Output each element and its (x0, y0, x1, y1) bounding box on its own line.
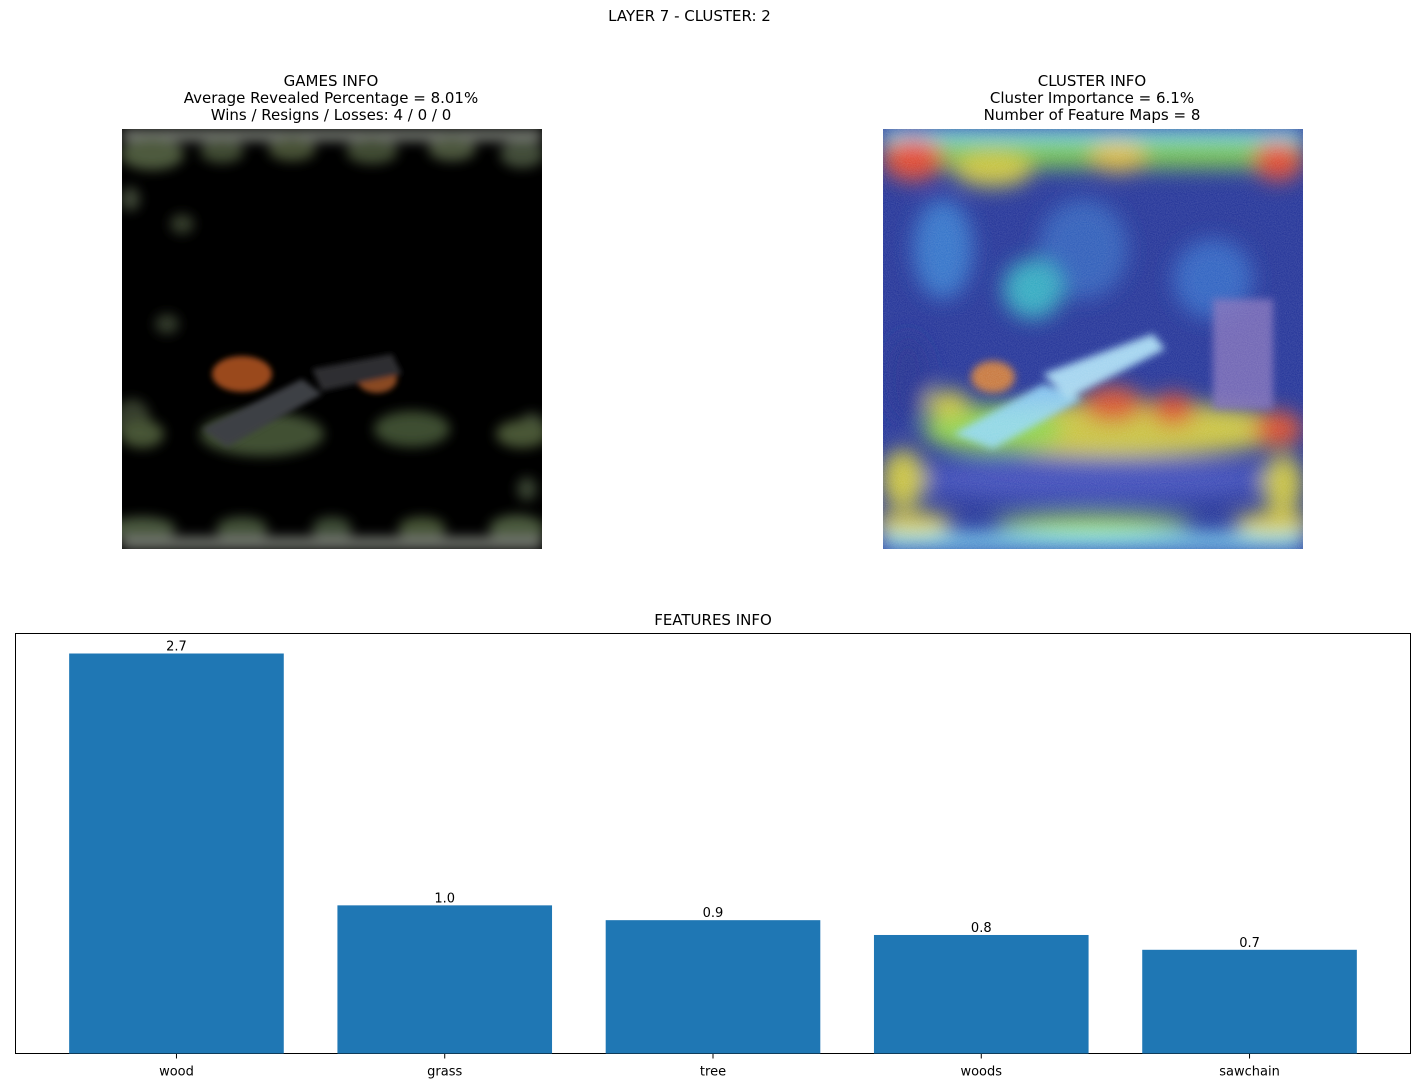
bar-woods (873, 934, 1089, 1054)
games-info-heading: GAMES INFO (283, 72, 379, 90)
bar-value-label-woods: 0.8 (971, 921, 992, 936)
x-tick-label-wood: wood (159, 1065, 194, 1080)
figure-suptitle: LAYER 7 - CLUSTER: 2 (608, 7, 771, 25)
cluster-info-title: CLUSTER INFO Cluster Importance = 6.1% N… (842, 73, 1342, 124)
bar-tree (605, 920, 821, 1054)
bar-value-label-sawchain: 0.7 (1239, 936, 1260, 951)
wins-resigns-losses: Wins / Resigns / Losses: 4 / 0 / 0 (210, 106, 452, 124)
cluster-info-heading: CLUSTER INFO (1037, 72, 1147, 90)
bar-value-label-wood: 2.7 (166, 640, 187, 655)
heatmap-overlay-image (883, 129, 1303, 549)
number-of-feature-maps: Number of Feature Maps = 8 (983, 106, 1201, 124)
average-revealed-percentage: Average Revealed Percentage = 8.01% (183, 89, 479, 107)
revealed-image (122, 129, 542, 549)
x-axis-ticks: wood grass tree woods sawchain (159, 1053, 1280, 1080)
bar-value-label-grass: 1.0 (434, 891, 455, 906)
bar-value-labels: 2.7 1.0 0.9 0.8 0.7 (166, 640, 1260, 951)
bars-group (69, 653, 1357, 1054)
bar-grass (337, 905, 553, 1054)
bar-sawchain (1142, 949, 1357, 1054)
x-tick-label-woods: woods (960, 1065, 1002, 1080)
features-info-title: FEATURES INFO (654, 611, 772, 629)
bar-value-label-tree: 0.9 (703, 906, 724, 921)
x-tick-label-tree: tree (700, 1065, 726, 1080)
x-tick-label-sawchain: sawchain (1219, 1065, 1280, 1080)
cluster-importance: Cluster Importance = 6.1% (989, 89, 1195, 107)
bar-wood (69, 653, 284, 1054)
games-info-title: GAMES INFO Average Revealed Percentage =… (81, 73, 581, 124)
x-tick-label-grass: grass (427, 1065, 462, 1080)
